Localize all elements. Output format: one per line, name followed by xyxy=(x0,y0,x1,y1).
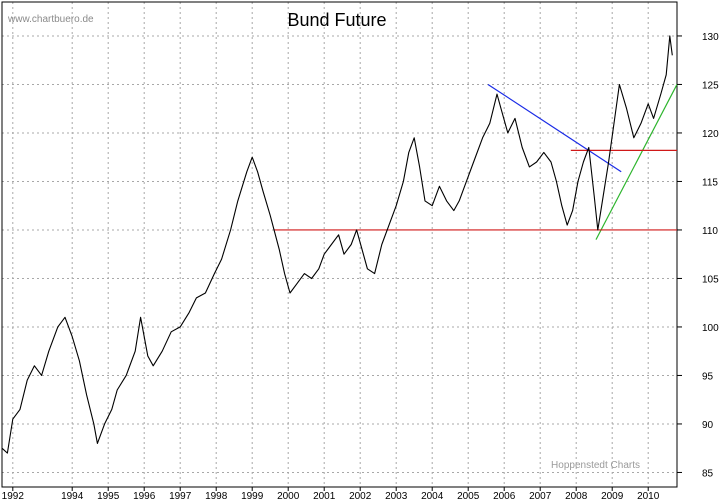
trend-line xyxy=(487,83,622,173)
x-tick-label: 2000 xyxy=(277,491,300,502)
y-tick-label: 130 xyxy=(702,32,719,43)
chart-title: Bund Future xyxy=(287,10,386,30)
y-tick-label: 90 xyxy=(702,420,714,431)
trend-lines xyxy=(273,83,678,240)
x-tick-label: 2003 xyxy=(385,491,408,502)
y-tick-label: 95 xyxy=(702,371,714,382)
grid-lines xyxy=(2,2,677,487)
x-tick-label: 2002 xyxy=(349,491,372,502)
y-tick-label: 125 xyxy=(702,80,719,91)
x-tick-label: 2008 xyxy=(565,491,588,502)
x-axis-ticks: 1992 1994 1995 1996 1997 1998 1999 2000 2001 2002… xyxy=(2,487,660,502)
x-tick-label: 2006 xyxy=(493,491,516,502)
y-tick-label: 85 xyxy=(702,468,714,479)
y-tick-label: 110 xyxy=(702,226,718,237)
y-tick-label: 100 xyxy=(702,323,719,334)
x-tick-label: 1995 xyxy=(97,491,120,502)
credit-label: Hoppenstedt Charts xyxy=(551,460,640,471)
y-tick-label: 105 xyxy=(702,274,719,285)
x-tick-label: 2004 xyxy=(421,491,444,502)
x-tick-label: 2009 xyxy=(601,491,624,502)
x-tick-label: 1999 xyxy=(241,491,264,502)
x-tick-label: 2007 xyxy=(529,491,552,502)
site-label: www.chartbuero.de xyxy=(7,14,94,25)
plot-frame xyxy=(1,1,678,488)
x-tick-label: 1992 xyxy=(2,491,25,502)
x-tick-label: 1994 xyxy=(61,491,84,502)
trend-line xyxy=(595,84,678,240)
x-tick-label: 1998 xyxy=(205,491,228,502)
y-tick-label: 115 xyxy=(702,177,718,188)
price-line xyxy=(1,35,673,454)
x-tick-label: 2010 xyxy=(637,491,660,502)
x-tick-label: 1996 xyxy=(133,491,156,502)
y-tick-label: 120 xyxy=(702,129,719,140)
x-tick-label: 2001 xyxy=(313,491,336,502)
y-axis-ticks: 85 90 95 100 105 110 115 120 125 130 xyxy=(677,32,719,479)
x-tick-label: 1997 xyxy=(169,491,192,502)
x-tick-label: 2005 xyxy=(457,491,480,502)
